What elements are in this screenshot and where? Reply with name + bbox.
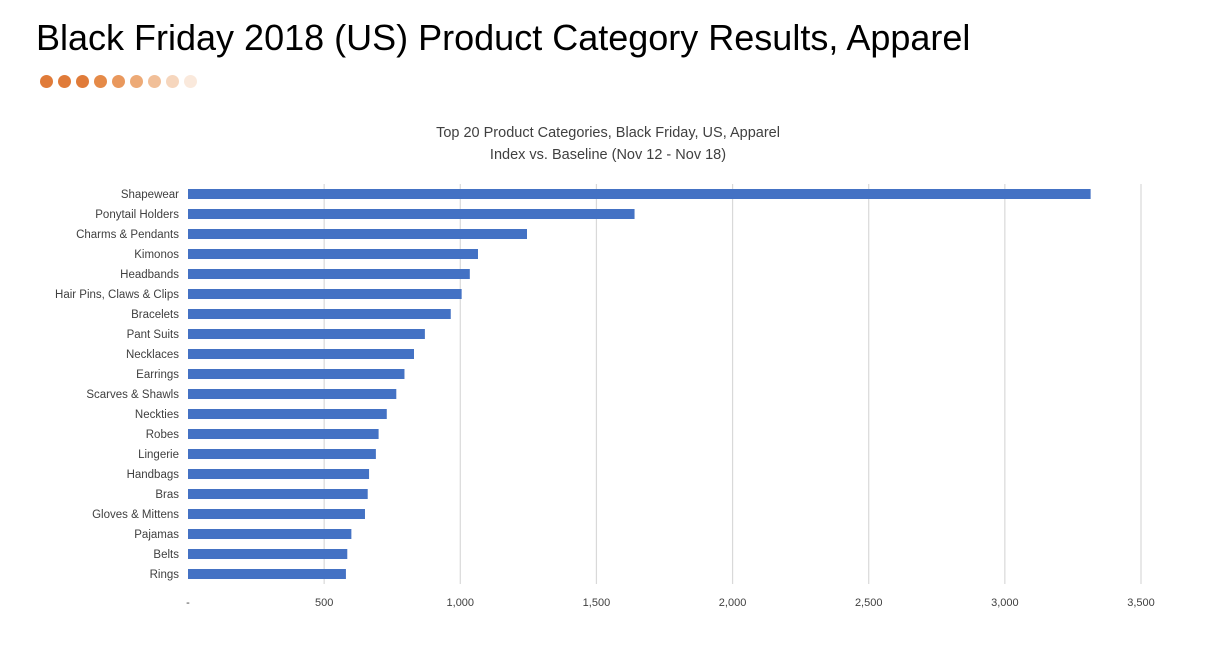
decorative-dot (112, 75, 125, 88)
category-label: Neckties (135, 409, 179, 421)
category-label: Charms & Pendants (76, 229, 179, 241)
bar (188, 309, 451, 319)
bar (188, 249, 478, 259)
x-tick-label: 3,000 (991, 597, 1019, 609)
bar (188, 549, 348, 559)
decorative-dots (40, 75, 197, 88)
bar (188, 389, 397, 399)
category-label: Lingerie (138, 449, 179, 461)
decorative-dot (184, 75, 197, 88)
bar (188, 209, 635, 219)
category-label: Bracelets (131, 309, 179, 321)
decorative-dot (148, 75, 161, 88)
category-label: Pajamas (134, 529, 179, 541)
x-tick-label: 2,000 (719, 597, 747, 609)
bar (188, 229, 527, 239)
category-label: Headbands (120, 269, 179, 281)
bar (188, 449, 376, 459)
bar (188, 189, 1091, 199)
bar (188, 289, 462, 299)
bar (188, 409, 387, 419)
category-label: Necklaces (126, 349, 179, 361)
x-tick-label: 3,500 (1127, 597, 1155, 609)
category-label: Scarves & Shawls (86, 389, 179, 401)
category-label: Belts (153, 549, 179, 561)
x-tick-label: 1,500 (583, 597, 611, 609)
category-label: Pant Suits (127, 329, 180, 341)
x-tick-label: 2,500 (855, 597, 883, 609)
decorative-dot (130, 75, 143, 88)
x-tick-label: - (186, 597, 190, 609)
category-label: Bras (155, 489, 179, 501)
decorative-dot (40, 75, 53, 88)
bar (188, 529, 352, 539)
category-label: Earrings (136, 369, 179, 381)
bar (188, 569, 346, 579)
category-label: Hair Pins, Claws & Clips (55, 289, 179, 301)
bar (188, 509, 365, 519)
category-label: Rings (150, 569, 180, 581)
bar (188, 469, 370, 479)
category-label: Ponytail Holders (95, 209, 179, 221)
category-label: Shapewear (121, 189, 179, 201)
bar (188, 489, 368, 499)
bar (188, 349, 414, 359)
bar (188, 329, 425, 339)
chart-subtitle: Index vs. Baseline (Nov 12 - Nov 18) (489, 147, 727, 163)
x-tick-label: 1,000 (447, 597, 475, 609)
category-label: Robes (146, 429, 179, 441)
category-label: Gloves & Mittens (92, 509, 179, 521)
category-label: Handbags (127, 469, 180, 481)
category-label: Kimonos (134, 249, 179, 261)
bar (188, 269, 470, 279)
decorative-dot (166, 75, 179, 88)
chart-title: Top 20 Product Categories, Black Friday,… (436, 125, 780, 141)
decorative-dot (94, 75, 107, 88)
decorative-dot (76, 75, 89, 88)
bar (188, 369, 405, 379)
slide-title: Black Friday 2018 (US) Product Category … (36, 17, 971, 58)
bar (188, 429, 379, 439)
x-tick-label: 500 (315, 597, 333, 609)
decorative-dot (58, 75, 71, 88)
